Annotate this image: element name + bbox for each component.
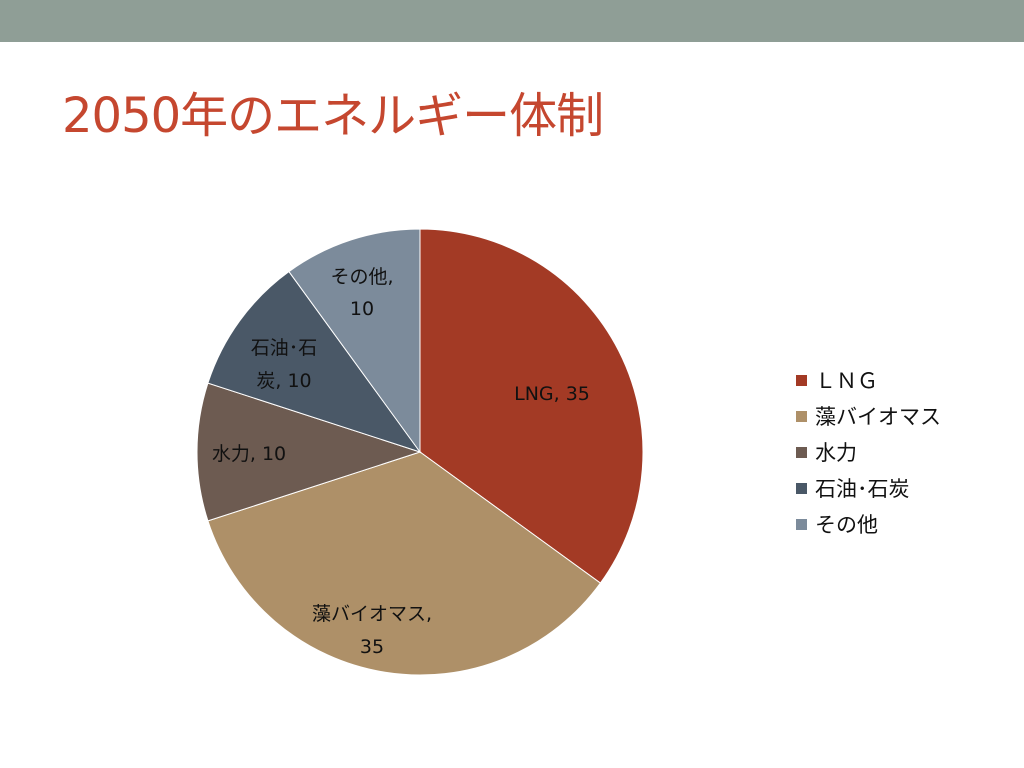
legend-item: 水力: [796, 434, 996, 470]
legend-swatch: [796, 374, 807, 386]
top-accent-band: [0, 0, 1024, 42]
legend-item: 石油･石炭: [796, 470, 996, 506]
slice-hydro-label: 水力, 10: [212, 443, 286, 465]
legend-swatch: [796, 518, 807, 530]
legend-label: 藻バイオマス: [815, 405, 941, 429]
slice-oil-coal: [207, 270, 422, 453]
slide-title: 2050年のエネルギー体制: [62, 88, 604, 144]
chart-legend: ＬＮＧ 藻バイオマス 水力石油･石炭その他: [796, 362, 996, 542]
legend-item: ＬＮＧ: [796, 362, 996, 398]
legend-label: 石油･石炭: [815, 477, 910, 501]
legend-label: 水力: [815, 441, 857, 465]
slice-oil-coal-label: 石油･石炭, 10: [251, 337, 318, 392]
legend-item: 藻バイオマス: [796, 398, 996, 434]
legend-item: その他: [796, 506, 996, 542]
slice-hydro: [196, 382, 422, 522]
legend-label: その他: [815, 513, 878, 537]
legend-label: ＬＮＧ: [815, 369, 878, 393]
slice-other: [288, 228, 421, 454]
slice-other-label: その他, 10: [330, 266, 393, 320]
slice-lng-label: LNG, 35: [514, 383, 590, 405]
slice-algae-biomass: [207, 451, 602, 676]
slice-algae-biomass-label: 藻バイオマス, 35: [312, 603, 432, 658]
legend-swatch: [796, 410, 807, 422]
legend-swatch: [796, 446, 807, 458]
slice-lng: [419, 228, 644, 584]
legend-swatch: [796, 482, 807, 494]
